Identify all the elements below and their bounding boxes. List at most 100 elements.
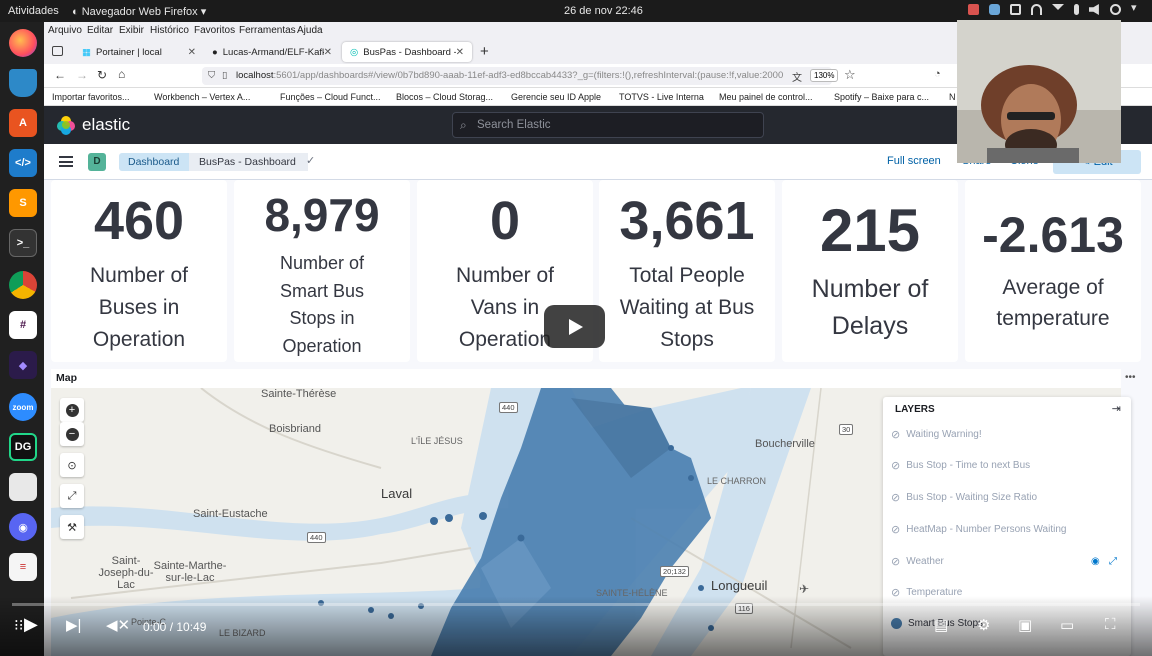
- zoom-in-button[interactable]: +: [60, 398, 84, 422]
- zoom-icon[interactable]: zoom: [9, 393, 37, 421]
- vscode-icon[interactable]: </>: [9, 149, 37, 177]
- draw-tool-button[interactable]: ⤢: [60, 484, 84, 508]
- activities-button[interactable]: Atividades: [8, 5, 59, 17]
- metric-bus-stops-panel[interactable]: 8,979 Number of Smart Bus Stops in Opera…: [234, 180, 410, 362]
- menu-arquivo[interactable]: Arquivo: [48, 25, 82, 36]
- metric-delays-panel[interactable]: 215 Number of Delays: [782, 180, 958, 362]
- home-icon[interactable]: ⌂: [118, 67, 126, 81]
- chrome-icon[interactable]: [9, 271, 37, 299]
- eye-closed-icon[interactable]: ⊘: [891, 492, 901, 504]
- clock[interactable]: 26 de nov 22:46: [564, 5, 643, 17]
- sublime-icon[interactable]: S: [9, 189, 37, 217]
- panel-options-icon[interactable]: •••: [1125, 372, 1136, 383]
- tab-overview-icon[interactable]: [52, 46, 63, 56]
- tools-button[interactable]: ⚒: [60, 515, 84, 539]
- eye-closed-icon[interactable]: ⊘: [891, 460, 901, 472]
- tab-github[interactable]: ● Lucas-Armand/ELF-Kafka ✕: [204, 42, 340, 62]
- video-play-button[interactable]: [544, 305, 605, 348]
- pocket-icon[interactable]: ◔: [934, 68, 941, 80]
- menu-ajuda[interactable]: Ajuda: [297, 25, 323, 36]
- forward-icon[interactable]: →: [76, 68, 88, 82]
- metric-buses-panel[interactable]: 460 Number of Buses in Operation: [51, 180, 227, 362]
- video-progress-bar[interactable]: [12, 603, 1140, 606]
- mute-icon[interactable]: ◀✕: [106, 617, 131, 634]
- bookmark-item[interactable]: Gerencie seu ID Apple: [511, 92, 602, 102]
- elastic-logo-icon[interactable]: [56, 115, 76, 135]
- zoom-out-button[interactable]: −: [60, 422, 84, 446]
- full-screen-button[interactable]: Full screen: [887, 155, 941, 167]
- bookmark-item[interactable]: Importar favoritos...: [52, 92, 130, 102]
- layer-item[interactable]: ⊘ HeatMap - Number Persons Waiting: [891, 523, 1066, 536]
- menu-exibir[interactable]: Exibir: [119, 25, 145, 36]
- zoom-level[interactable]: 130%: [810, 69, 839, 82]
- chapters-icon[interactable]: ⁝⁝: [14, 617, 24, 634]
- space-avatar[interactable]: D: [88, 153, 106, 171]
- search-input[interactable]: ⌕ Search Elastic: [452, 112, 764, 138]
- eye-closed-icon[interactable]: ⊘: [891, 429, 901, 441]
- theater-mode-icon[interactable]: ▭: [1060, 617, 1075, 634]
- software-center-icon[interactable]: A: [9, 109, 37, 137]
- layer-item[interactable]: ⊘ Temperature: [891, 586, 962, 599]
- next-icon[interactable]: ▶|: [66, 617, 82, 634]
- firefox-icon[interactable]: [9, 29, 37, 57]
- tab-label: BusPas - Dashboard - Ela: [363, 46, 455, 58]
- eye-icon[interactable]: ◉: [1091, 556, 1100, 567]
- discord-icon[interactable]: ◉: [9, 513, 37, 541]
- tab-portainer[interactable]: ▦ Portainer | local ✕: [74, 42, 204, 62]
- obsidian-icon[interactable]: ◆: [9, 351, 37, 379]
- bookmark-item[interactable]: Workbench – Vertex A...: [154, 92, 251, 102]
- edit-layer-icon[interactable]: ⤢: [1109, 556, 1117, 567]
- close-icon[interactable]: ✕: [323, 46, 332, 58]
- subtitles-icon[interactable]: ▤: [934, 617, 949, 634]
- bookmark-item[interactable]: Funções – Cloud Funct...: [280, 92, 381, 102]
- back-icon[interactable]: ←: [54, 68, 66, 82]
- metric-temperature-panel[interactable]: -2.613 Average of temperature: [965, 180, 1141, 362]
- eye-closed-icon[interactable]: ⊘: [891, 524, 901, 536]
- reload-icon[interactable]: ↻: [97, 68, 108, 82]
- bookmark-star-icon[interactable]: ☆: [844, 67, 856, 82]
- settings-gear-icon[interactable]: ⚙: [977, 617, 991, 634]
- layer-item[interactable]: ⊘ Bus Stop - Time to next Bus: [891, 459, 1030, 472]
- fullscreen-icon[interactable]: ⛶: [1105, 616, 1116, 633]
- play-icon[interactable]: ▶: [24, 614, 38, 634]
- translate-icon[interactable]: 文: [792, 73, 802, 84]
- terminal-icon[interactable]: >_: [9, 229, 37, 257]
- bookmark-item[interactable]: N: [949, 92, 956, 102]
- text-editor-icon[interactable]: ≡: [9, 553, 37, 581]
- elastic-brand[interactable]: elastic: [82, 115, 131, 134]
- miniplayer-icon[interactable]: ▣: [1018, 617, 1033, 634]
- vpn-shield-icon[interactable]: [9, 69, 37, 97]
- files-icon[interactable]: [9, 473, 37, 501]
- metric-people-waiting-panel[interactable]: 3,661 Total People Waiting at Bus Stops: [599, 180, 775, 362]
- layer-label: Temperature: [906, 587, 963, 598]
- close-icon[interactable]: ✕: [455, 46, 464, 58]
- app-menu[interactable]: ◐ Navegador Web Firefox ▾: [72, 6, 207, 18]
- tab-label: Lucas-Armand/ELF-Kafka: [222, 46, 324, 58]
- bookmark-item[interactable]: Spotify – Baixe para c...: [834, 92, 930, 102]
- collapse-layers-icon[interactable]: ⇥: [1111, 403, 1121, 415]
- system-tray[interactable]: ▾: [968, 2, 1142, 15]
- bookmark-item[interactable]: Blocos – Cloud Storag...: [396, 92, 494, 102]
- bookmark-item[interactable]: TOTVS - Live Interna: [619, 92, 704, 102]
- chevron-down-icon: ▾: [1131, 2, 1137, 14]
- tab-buspas-dashboard[interactable]: ◎ BusPas - Dashboard - Ela ✕: [342, 42, 472, 62]
- layer-item[interactable]: ⊘ Waiting Warning!: [891, 428, 982, 441]
- menu-ferramentas[interactable]: Ferramentas: [239, 25, 296, 36]
- menu-favoritos[interactable]: Favoritos: [194, 25, 236, 36]
- menu-historico[interactable]: Histórico: [150, 25, 189, 36]
- url-bar[interactable]: ⛉ ▯ localhost:5601/app/dashboards#/view/…: [202, 67, 832, 85]
- datagrip-icon[interactable]: DG: [9, 433, 37, 461]
- menu-editar[interactable]: Editar: [87, 25, 114, 36]
- fit-to-data-button[interactable]: ⊙: [60, 453, 84, 477]
- slack-icon[interactable]: #: [9, 311, 37, 339]
- bookmark-item[interactable]: Meu painel de control...: [719, 92, 813, 102]
- layer-item[interactable]: ⊘ Bus Stop - Waiting Size Ratio: [891, 491, 1037, 504]
- menu-hamburger-icon[interactable]: [59, 156, 73, 167]
- eye-closed-icon[interactable]: ⊘: [891, 556, 901, 568]
- layer-item[interactable]: ⊘ Weather ◉ ⤢: [891, 555, 1123, 568]
- breadcrumb-dashboard[interactable]: Dashboard: [119, 153, 190, 171]
- eye-closed-icon[interactable]: ⊘: [891, 587, 901, 599]
- new-tab-button[interactable]: +: [480, 43, 489, 60]
- close-icon[interactable]: ✕: [187, 46, 196, 58]
